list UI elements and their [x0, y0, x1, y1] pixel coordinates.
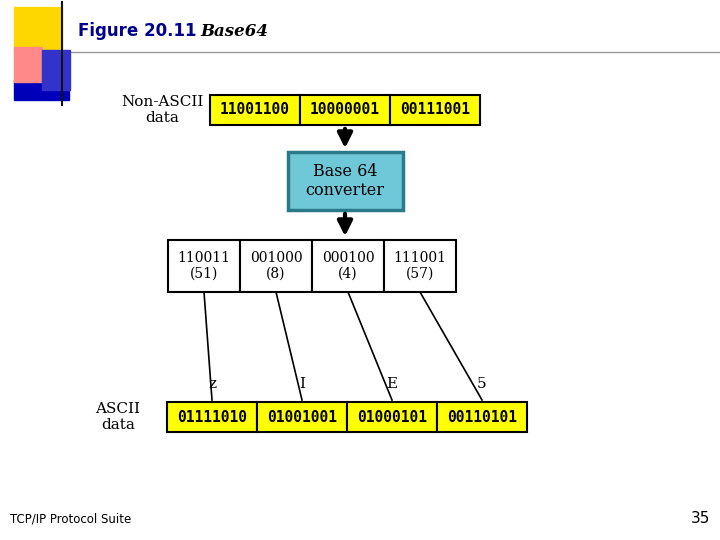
Text: TCP/IP Protocol Suite: TCP/IP Protocol Suite	[10, 513, 131, 526]
Text: E: E	[387, 377, 397, 391]
Text: 35: 35	[690, 511, 710, 526]
Bar	[240, 240, 312, 292]
Text: 11001100: 11001100	[220, 103, 290, 118]
Text: Non-ASCII
data: Non-ASCII data	[121, 95, 203, 125]
Bar	[14, 47, 42, 82]
Text: 00110101: 00110101	[447, 409, 517, 424]
Bar	[167, 402, 257, 432]
Bar	[437, 402, 527, 432]
Text: Base64: Base64	[200, 23, 268, 39]
Bar	[210, 95, 300, 125]
Bar	[390, 95, 480, 125]
Bar	[14, 7, 62, 52]
Bar	[384, 240, 456, 292]
Bar	[168, 240, 240, 292]
Bar	[257, 402, 347, 432]
Text: 111001
(57): 111001 (57)	[394, 251, 446, 281]
Text: ASCII
data: ASCII data	[96, 402, 140, 432]
Bar	[287, 152, 402, 210]
Text: Figure 20.11: Figure 20.11	[78, 22, 197, 40]
Text: 110011
(51): 110011 (51)	[178, 251, 230, 281]
Text: 000100
(4): 000100 (4)	[322, 251, 374, 281]
Text: 00111001: 00111001	[400, 103, 470, 118]
Text: 5: 5	[477, 377, 487, 391]
Bar	[42, 50, 70, 90]
Bar	[300, 95, 390, 125]
Text: z: z	[208, 377, 216, 391]
Text: 01111010: 01111010	[177, 409, 247, 424]
Text: Base 64
converter: Base 64 converter	[305, 163, 384, 199]
Bar	[347, 402, 437, 432]
Bar	[14, 80, 69, 100]
Text: 01001001: 01001001	[267, 409, 337, 424]
Text: 001000
(8): 001000 (8)	[250, 251, 302, 281]
Text: 10000001: 10000001	[310, 103, 380, 118]
Bar	[312, 240, 384, 292]
Text: I: I	[299, 377, 305, 391]
Text: 01000101: 01000101	[357, 409, 427, 424]
